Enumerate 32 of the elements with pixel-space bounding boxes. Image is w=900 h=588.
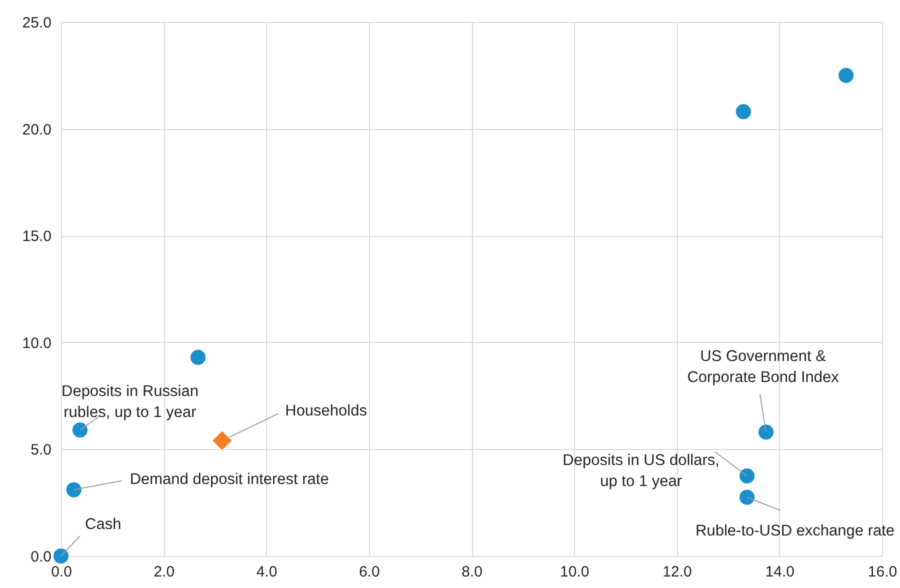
y-tick-label: 10.0 xyxy=(22,334,52,352)
y-tick-label: 0.0 xyxy=(30,548,52,566)
point xyxy=(757,424,775,441)
x-tick-label: 8.0 xyxy=(462,564,482,580)
annotation: Cash xyxy=(85,516,122,533)
point xyxy=(52,547,70,565)
point xyxy=(838,66,855,84)
x-tick-label: 0.0 xyxy=(51,564,72,580)
annotation: Deposits in Russian rubles, up to 1 year xyxy=(61,382,198,421)
point xyxy=(189,348,207,366)
point xyxy=(738,467,756,484)
annotation: Demand deposit interest rate xyxy=(130,470,329,488)
y-tick-label: 5.0 xyxy=(30,442,52,459)
point xyxy=(734,103,752,120)
annotation: Ruble-to-USD exchange rate xyxy=(696,522,895,540)
point xyxy=(65,481,82,498)
point xyxy=(738,488,756,506)
y-tick-label: 15.0 xyxy=(22,228,52,246)
x-tick-label: 2.0 xyxy=(154,564,175,580)
y-tick-label: 25.0 xyxy=(22,14,52,32)
x-tick-label: 6.0 xyxy=(358,564,380,580)
x-tick-label: 10.0 xyxy=(560,564,590,580)
x-tick-label: 16.0 xyxy=(868,564,898,580)
annotation: Deposits in US dollars, up to 1 year xyxy=(562,452,720,490)
point xyxy=(211,430,233,452)
point xyxy=(71,421,89,439)
x-tick-label: 14.0 xyxy=(765,564,794,580)
annotation: Households xyxy=(285,402,368,420)
x-tick-label: 4.0 xyxy=(256,564,278,580)
x-tick-label: 12.0 xyxy=(662,564,692,580)
y-tick-label: 20.0 xyxy=(22,121,52,138)
annotation: US Government & Corporate Bond Index xyxy=(687,348,840,386)
